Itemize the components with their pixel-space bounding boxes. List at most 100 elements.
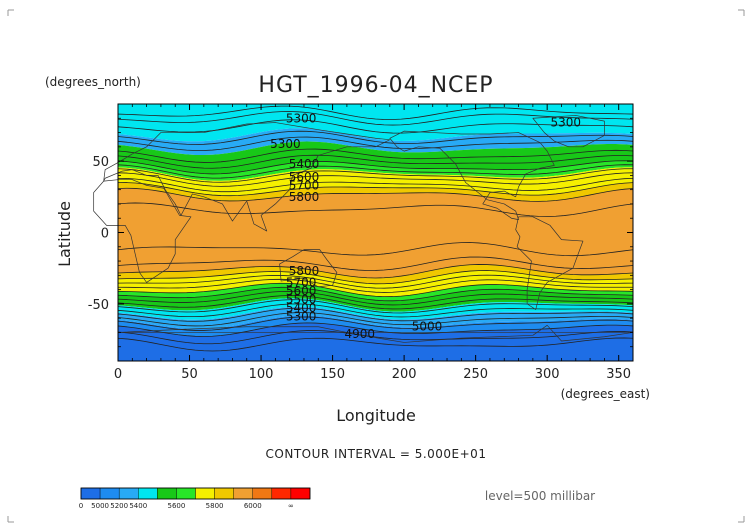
x-tick-label: 100 bbox=[249, 367, 274, 382]
colorbar-label: 5800 bbox=[206, 502, 224, 510]
contour-label: 5500 bbox=[286, 293, 317, 307]
contour-line-5 bbox=[117, 148, 634, 163]
contour-label: 5300 bbox=[286, 310, 317, 324]
contour-label: 5800 bbox=[289, 190, 320, 204]
colorbar-bin bbox=[214, 487, 234, 500]
contour-line-23 bbox=[117, 290, 634, 306]
y-tick-label: 0 bbox=[101, 227, 109, 242]
contour-line-20 bbox=[117, 278, 634, 293]
heatmap-band-6 bbox=[118, 188, 633, 278]
x-axis-label: Longitude bbox=[336, 406, 416, 425]
colorbar-bin bbox=[157, 487, 177, 500]
contour-line-32 bbox=[117, 337, 634, 352]
chart-title: HGT_1996-04_NCEP bbox=[258, 73, 493, 98]
contour-line-30 bbox=[117, 322, 634, 337]
colorbar-label: 5400 bbox=[129, 502, 147, 510]
contour-line-6 bbox=[117, 154, 634, 169]
heatmap-band-10 bbox=[118, 287, 633, 312]
contour-line-15 bbox=[117, 242, 634, 257]
contour-line-27 bbox=[117, 307, 634, 322]
contour-label: 5800 bbox=[289, 264, 320, 278]
colorbar-bin bbox=[176, 487, 196, 500]
x-tick-label: 350 bbox=[606, 367, 631, 382]
contour-line-29 bbox=[117, 316, 634, 331]
colorbar-bin bbox=[118, 487, 139, 500]
contour-line-16 bbox=[117, 256, 634, 271]
contour-label: 5600 bbox=[286, 284, 317, 298]
colorbar-label: ∞ bbox=[288, 502, 294, 510]
colorbar-bin bbox=[271, 487, 292, 500]
crop-marks bbox=[7, 9, 745, 523]
contour-line-2 bbox=[117, 119, 634, 134]
contour-line-28 bbox=[117, 312, 634, 327]
x-axis: 0 50 100 150 200 250 300 350 bbox=[114, 104, 631, 382]
colorbar-label: 0 bbox=[79, 502, 83, 510]
colorbar-bin bbox=[80, 487, 101, 500]
coastlines bbox=[93, 115, 634, 343]
x-tick-label: 250 bbox=[463, 367, 488, 382]
x-tick-label: 200 bbox=[392, 367, 417, 382]
contour-line-17 bbox=[117, 264, 634, 279]
x-tick-label: 50 bbox=[181, 367, 198, 382]
contour-line-4 bbox=[117, 136, 634, 151]
contour-line-11 bbox=[117, 177, 634, 193]
contour-label: 5400 bbox=[289, 157, 320, 171]
contour-line-8 bbox=[117, 164, 634, 179]
contour-line-9 bbox=[117, 168, 634, 183]
contour-label: 5000 bbox=[412, 320, 443, 334]
contour-line-24 bbox=[117, 295, 634, 310]
contour-line-25 bbox=[117, 299, 634, 314]
colorbar-label: 6000 bbox=[244, 502, 262, 510]
x-tick-label: 0 bbox=[114, 367, 122, 382]
contour-label: 5600 bbox=[289, 170, 320, 184]
x-units-label: (degrees_east) bbox=[561, 387, 650, 401]
contour-label: 5300 bbox=[286, 111, 317, 125]
contour-line-18 bbox=[117, 270, 634, 285]
contour-line-22 bbox=[117, 286, 634, 302]
contour-interval-text: CONTOUR INTERVAL = 5.000E+01 bbox=[266, 447, 487, 461]
y-axis-label: Latitude bbox=[55, 201, 74, 267]
colorbar-frame bbox=[80, 487, 311, 500]
coastline-4 bbox=[515, 216, 584, 310]
colorbar-label: 5200 bbox=[110, 502, 128, 510]
contour-line-7 bbox=[117, 160, 634, 175]
contour-lines bbox=[117, 105, 634, 352]
level-text: level=500 millibar bbox=[485, 489, 595, 503]
heatmap-band-7 bbox=[118, 264, 633, 284]
colorbar-bin bbox=[252, 487, 273, 500]
contour-line-26 bbox=[117, 303, 634, 318]
coastline-0 bbox=[93, 179, 192, 283]
colorbar-bin bbox=[233, 487, 253, 500]
contour-line-10 bbox=[117, 172, 634, 187]
contour-label: 4900 bbox=[344, 327, 375, 341]
contour-line-14 bbox=[117, 202, 634, 217]
x-tick-label: 300 bbox=[535, 367, 560, 382]
colorbar-label: 5600 bbox=[168, 502, 186, 510]
y-tick-label: 50 bbox=[92, 155, 109, 170]
coastline-5 bbox=[532, 115, 605, 148]
contour-line-3 bbox=[117, 130, 634, 145]
heatmap-band-12 bbox=[118, 306, 633, 329]
contour-label: 5300 bbox=[550, 116, 581, 130]
contour-line-13 bbox=[117, 187, 634, 202]
contour-line-31 bbox=[117, 330, 634, 345]
colorbar-label: 5000 bbox=[91, 502, 109, 510]
contour-label: 5400 bbox=[286, 301, 317, 315]
contour-line-19 bbox=[117, 274, 634, 289]
contour-line-12 bbox=[117, 182, 634, 197]
heatmap-band-0 bbox=[118, 104, 633, 142]
colorbar-bin bbox=[195, 487, 215, 500]
heatmap-band-4 bbox=[118, 167, 633, 196]
contour-label: 5300 bbox=[270, 137, 301, 151]
coastline-1 bbox=[103, 122, 391, 232]
heatmap-band-5 bbox=[118, 182, 633, 202]
x-tick-label: 150 bbox=[320, 367, 345, 382]
colorbar-bin bbox=[138, 487, 158, 500]
coastline-3 bbox=[389, 130, 555, 220]
y-units-label: (degrees_north) bbox=[45, 75, 141, 89]
colorbar-bin bbox=[99, 487, 120, 500]
heatmap-band-9 bbox=[118, 283, 633, 301]
coastline-2 bbox=[279, 249, 338, 288]
contour-line-0 bbox=[117, 105, 634, 120]
